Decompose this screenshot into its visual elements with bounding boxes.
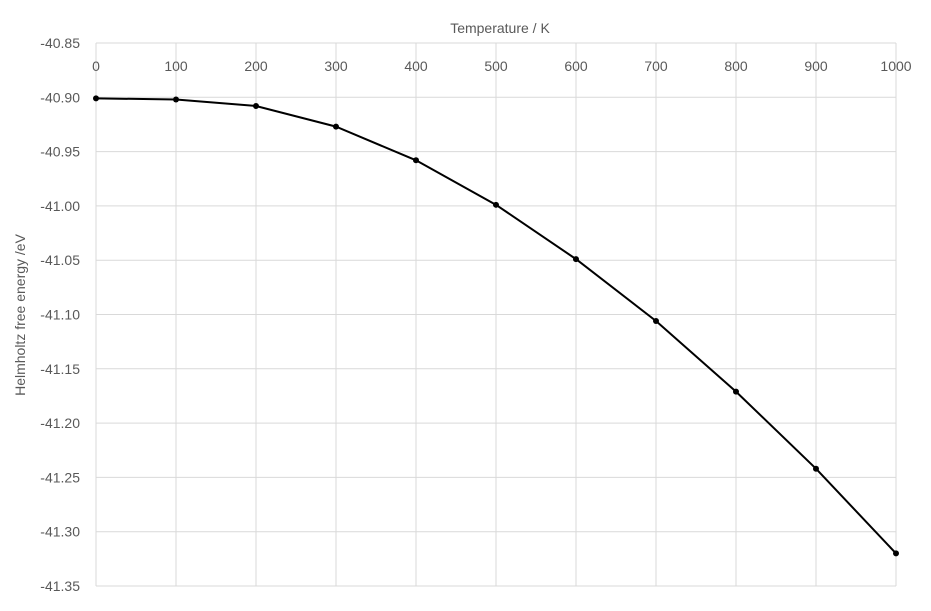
y-axis-title: Helmholtz free energy /eV xyxy=(12,233,28,396)
x-tick-label: 600 xyxy=(564,58,588,74)
y-tick-label: -41.05 xyxy=(40,252,80,268)
x-axis-title: Temperature / K xyxy=(450,20,550,36)
data-point xyxy=(893,550,899,557)
x-tick-label: 100 xyxy=(164,58,188,74)
data-point xyxy=(493,201,499,208)
x-tick-label: 800 xyxy=(724,58,748,74)
y-tick-labels: -40.85 -40.90 -40.95 -41.00 -41.05 -41.10 -41.… xyxy=(40,35,80,594)
data-point xyxy=(253,102,259,109)
data-point xyxy=(733,388,739,395)
y-tick-label: -40.85 xyxy=(40,35,80,51)
x-tick-label: 700 xyxy=(644,58,668,74)
y-tick-label: -41.10 xyxy=(40,307,80,323)
data-point xyxy=(813,465,819,472)
y-tick-label: -41.15 xyxy=(40,361,80,377)
y-tick-label: -40.90 xyxy=(40,89,80,105)
data-point xyxy=(333,123,339,130)
series-group xyxy=(93,95,899,557)
data-point xyxy=(413,157,419,164)
y-tick-label: -41.25 xyxy=(40,469,80,485)
x-tick-label: 1000 xyxy=(880,58,911,74)
x-tick-label: 900 xyxy=(804,58,828,74)
y-tick-label: -40.95 xyxy=(40,144,80,160)
gridlines xyxy=(95,42,897,587)
x-tick-label: 300 xyxy=(324,58,348,74)
data-point xyxy=(573,256,579,263)
data-point xyxy=(173,96,179,103)
x-tick-label: 0 xyxy=(92,58,100,74)
y-tick-label: -41.20 xyxy=(40,415,80,431)
x-tick-labels: 0 100 200 300 400 500 600 700 800 900 1000 xyxy=(92,58,912,74)
x-tick-label: 500 xyxy=(484,58,508,74)
y-tick-label: -41.30 xyxy=(40,524,80,540)
x-tick-label: 200 xyxy=(244,58,268,74)
y-tick-label: -41.35 xyxy=(40,578,80,594)
data-point xyxy=(93,95,99,102)
data-point xyxy=(653,318,659,325)
x-tick-label: 400 xyxy=(404,58,428,74)
y-tick-label: -41.00 xyxy=(40,198,80,214)
